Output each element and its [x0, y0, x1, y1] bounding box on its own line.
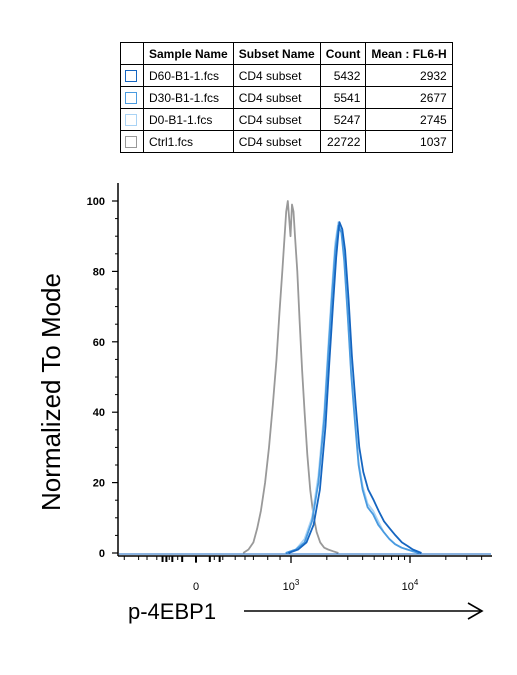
y-ticks: 0 20 40 60 80 100	[87, 196, 118, 560]
legend-header-sample: Sample Name	[143, 42, 234, 65]
y-axis-title: Normalized To Mode	[36, 273, 66, 511]
legend-table: Sample Name Subset Name Count Mean : FL6…	[120, 42, 453, 153]
legend-count: 5541	[319, 86, 367, 109]
y-tick-label: 40	[93, 407, 105, 419]
legend-sample-name: D60-B1-1.fcs	[143, 64, 234, 87]
legend-swatch	[125, 136, 137, 149]
y-tick-label: 20	[93, 478, 105, 490]
y-tick-label: 100	[87, 196, 105, 208]
legend-header-row: Sample Name Subset Name Count Mean : FL6…	[120, 42, 453, 65]
x-tick-label: 103	[283, 578, 300, 593]
legend-mean: 1037	[365, 130, 453, 153]
legend-subset-name: CD4 subset	[232, 64, 321, 87]
legend-count: 5247	[319, 108, 367, 131]
legend-subset-name: CD4 subset	[232, 130, 321, 153]
legend-row: D30-B1-1.fcs CD4 subset 5541 2677	[120, 86, 453, 109]
legend-row: D0-B1-1.fcs CD4 subset 5247 2745	[120, 108, 453, 131]
x-axis-title: p-4EBP1	[128, 599, 216, 624]
legend-sample-name: D30-B1-1.fcs	[143, 86, 234, 109]
x-tick-label: 0	[193, 581, 199, 593]
series-line	[288, 221, 422, 554]
legend-subset-name: CD4 subset	[232, 86, 321, 109]
legend-mean: 2932	[365, 64, 453, 87]
x-axis-arrow	[244, 602, 484, 620]
y-tick-label: 60	[93, 337, 105, 349]
y-tick-label: 80	[93, 266, 105, 278]
series-line	[242, 200, 339, 554]
x-ticks: 0 103 104	[123, 556, 483, 593]
axes-layer	[117, 183, 492, 557]
legend-sample-name: Ctrl1.fcs	[143, 130, 234, 153]
series-line	[285, 224, 420, 554]
legend-swatch	[125, 114, 137, 127]
x-tick-label: 104	[402, 578, 419, 593]
series-layer	[119, 200, 491, 555]
legend-mean: 2677	[365, 86, 453, 109]
legend-swatch	[125, 70, 137, 83]
legend-header-mean: Mean : FL6-H	[365, 42, 453, 65]
legend-count: 22722	[319, 130, 367, 153]
legend-row: Ctrl1.fcs CD4 subset 22722 1037	[120, 130, 453, 153]
y-tick-label: 0	[99, 548, 105, 560]
legend-swatch	[125, 92, 137, 105]
